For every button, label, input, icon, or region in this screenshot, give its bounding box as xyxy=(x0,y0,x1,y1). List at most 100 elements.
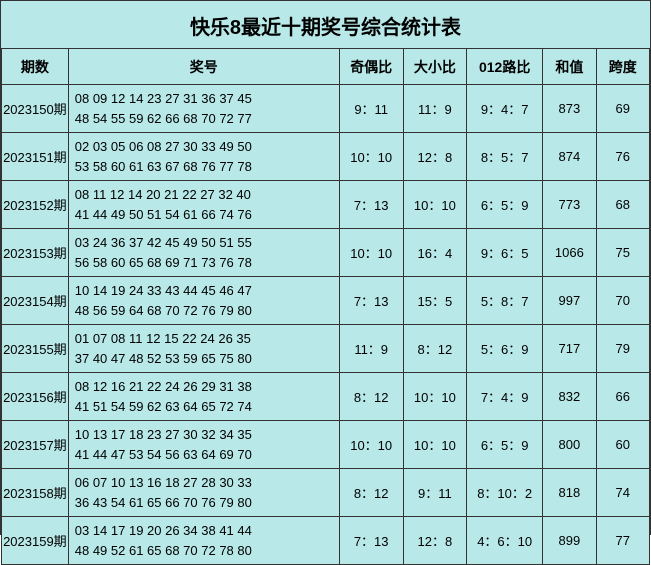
cell-period: 2023158期 xyxy=(2,469,69,517)
cell-big-small: 10：10 xyxy=(403,181,467,229)
cell-period: 2023156期 xyxy=(2,373,69,421)
cell-span: 75 xyxy=(596,229,649,277)
cell-span: 77 xyxy=(596,517,649,565)
cell-numbers: 10 14 19 24 33 43 44 45 46 4748 56 59 64… xyxy=(68,277,339,325)
cell-period: 2023157期 xyxy=(2,421,69,469)
numbers-line1: 10 14 19 24 33 43 44 45 46 47 xyxy=(75,281,333,301)
cell-period: 2023150期 xyxy=(2,85,69,133)
header-numbers: 奖号 xyxy=(68,49,339,85)
table-row: 2023153期03 24 36 37 42 45 49 50 51 5556 … xyxy=(2,229,650,277)
cell-route-012: 8：10：2 xyxy=(467,469,543,517)
cell-big-small: 16：4 xyxy=(403,229,467,277)
cell-span: 69 xyxy=(596,85,649,133)
numbers-line1: 03 14 17 19 20 26 34 38 41 44 xyxy=(75,521,333,541)
numbers-line2: 41 44 47 53 54 56 63 64 69 70 xyxy=(75,445,333,465)
table-title: 快乐8最近十期奖号综合统计表 xyxy=(1,1,650,48)
cell-sum: 818 xyxy=(543,469,596,517)
cell-route-012: 5：6：9 xyxy=(467,325,543,373)
cell-sum: 717 xyxy=(543,325,596,373)
cell-route-012: 9：4：7 xyxy=(467,85,543,133)
cell-numbers: 03 14 17 19 20 26 34 38 41 4448 49 52 61… xyxy=(68,517,339,565)
cell-big-small: 12：8 xyxy=(403,517,467,565)
table-row: 2023156期08 12 16 21 22 24 26 29 31 3841 … xyxy=(2,373,650,421)
cell-route-012: 8：5：7 xyxy=(467,133,543,181)
numbers-line1: 01 07 08 11 12 15 22 24 26 35 xyxy=(75,329,333,349)
cell-odd-even: 8：12 xyxy=(339,373,403,421)
cell-big-small: 9：11 xyxy=(403,469,467,517)
numbers-line2: 56 58 60 65 68 69 71 73 76 78 xyxy=(75,253,333,273)
cell-big-small: 10：10 xyxy=(403,373,467,421)
cell-span: 66 xyxy=(596,373,649,421)
header-span: 跨度 xyxy=(596,49,649,85)
cell-period: 2023159期 xyxy=(2,517,69,565)
table-row: 2023159期03 14 17 19 20 26 34 38 41 4448 … xyxy=(2,517,650,565)
cell-period: 2023151期 xyxy=(2,133,69,181)
cell-sum: 800 xyxy=(543,421,596,469)
cell-numbers: 08 12 16 21 22 24 26 29 31 3841 51 54 59… xyxy=(68,373,339,421)
cell-span: 60 xyxy=(596,421,649,469)
cell-sum: 1066 xyxy=(543,229,596,277)
table-row: 2023151期02 03 05 06 08 27 30 33 49 5053 … xyxy=(2,133,650,181)
cell-sum: 873 xyxy=(543,85,596,133)
numbers-line1: 08 09 12 14 23 27 31 36 37 45 xyxy=(75,89,333,109)
cell-numbers: 02 03 05 06 08 27 30 33 49 5053 58 60 61… xyxy=(68,133,339,181)
cell-span: 76 xyxy=(596,133,649,181)
cell-numbers: 08 09 12 14 23 27 31 36 37 4548 54 55 59… xyxy=(68,85,339,133)
cell-period: 2023155期 xyxy=(2,325,69,373)
numbers-line2: 41 51 54 59 62 63 64 65 72 74 xyxy=(75,397,333,417)
cell-odd-even: 10：10 xyxy=(339,229,403,277)
cell-odd-even: 9：11 xyxy=(339,85,403,133)
cell-period: 2023152期 xyxy=(2,181,69,229)
header-sum: 和值 xyxy=(543,49,596,85)
numbers-line1: 10 13 17 18 23 27 30 32 34 35 xyxy=(75,425,333,445)
numbers-line2: 41 44 49 50 51 54 61 66 74 76 xyxy=(75,205,333,225)
cell-sum: 773 xyxy=(543,181,596,229)
numbers-line2: 48 54 55 59 62 66 68 70 72 77 xyxy=(75,109,333,129)
cell-odd-even: 11：9 xyxy=(339,325,403,373)
table-row: 2023152期08 11 12 14 20 21 22 27 32 4041 … xyxy=(2,181,650,229)
stats-table-container: 快乐8最近十期奖号综合统计表 期数 奖号 奇偶比 大小比 012路比 和值 跨度… xyxy=(0,0,651,535)
numbers-line2: 53 58 60 61 63 67 68 76 77 78 xyxy=(75,157,333,177)
cell-route-012: 9：6：5 xyxy=(467,229,543,277)
cell-numbers: 01 07 08 11 12 15 22 24 26 3537 40 47 48… xyxy=(68,325,339,373)
stats-table: 期数 奖号 奇偶比 大小比 012路比 和值 跨度 2023150期08 09 … xyxy=(1,48,650,565)
numbers-line1: 08 11 12 14 20 21 22 27 32 40 xyxy=(75,185,333,205)
cell-big-small: 8：12 xyxy=(403,325,467,373)
cell-span: 68 xyxy=(596,181,649,229)
numbers-line1: 06 07 10 13 16 18 27 28 30 33 xyxy=(75,473,333,493)
header-big-small: 大小比 xyxy=(403,49,467,85)
numbers-line2: 37 40 47 48 52 53 59 65 75 80 xyxy=(75,349,333,369)
numbers-line1: 08 12 16 21 22 24 26 29 31 38 xyxy=(75,377,333,397)
numbers-line2: 36 43 54 61 65 66 70 76 79 80 xyxy=(75,493,333,513)
cell-big-small: 15：5 xyxy=(403,277,467,325)
header-period: 期数 xyxy=(2,49,69,85)
cell-route-012: 5：8：7 xyxy=(467,277,543,325)
cell-route-012: 7：4：9 xyxy=(467,373,543,421)
cell-numbers: 03 24 36 37 42 45 49 50 51 5556 58 60 65… xyxy=(68,229,339,277)
numbers-line1: 02 03 05 06 08 27 30 33 49 50 xyxy=(75,137,333,157)
cell-route-012: 4：6：10 xyxy=(467,517,543,565)
cell-period: 2023153期 xyxy=(2,229,69,277)
table-row: 2023154期10 14 19 24 33 43 44 45 46 4748 … xyxy=(2,277,650,325)
cell-route-012: 6：5：9 xyxy=(467,421,543,469)
cell-odd-even: 7：13 xyxy=(339,181,403,229)
header-row: 期数 奖号 奇偶比 大小比 012路比 和值 跨度 xyxy=(2,49,650,85)
cell-span: 70 xyxy=(596,277,649,325)
numbers-line2: 48 49 52 61 65 68 70 72 78 80 xyxy=(75,541,333,561)
cell-numbers: 08 11 12 14 20 21 22 27 32 4041 44 49 50… xyxy=(68,181,339,229)
cell-odd-even: 7：13 xyxy=(339,517,403,565)
numbers-line2: 48 56 59 64 68 70 72 76 79 80 xyxy=(75,301,333,321)
table-row: 2023158期 06 07 10 13 16 18 27 28 30 3336 … xyxy=(2,469,650,517)
cell-sum: 874 xyxy=(543,133,596,181)
cell-big-small: 10：10 xyxy=(403,421,467,469)
table-body: 2023150期08 09 12 14 23 27 31 36 37 4548 … xyxy=(2,85,650,565)
cell-span: 74 xyxy=(596,469,649,517)
cell-big-small: 12：8 xyxy=(403,133,467,181)
table-row: 2023150期08 09 12 14 23 27 31 36 37 4548 … xyxy=(2,85,650,133)
cell-big-small: 11：9 xyxy=(403,85,467,133)
cell-numbers: 10 13 17 18 23 27 30 32 34 3541 44 47 53… xyxy=(68,421,339,469)
header-route-012: 012路比 xyxy=(467,49,543,85)
cell-sum: 832 xyxy=(543,373,596,421)
cell-odd-even: 7：13 xyxy=(339,277,403,325)
cell-odd-even: 10：10 xyxy=(339,133,403,181)
